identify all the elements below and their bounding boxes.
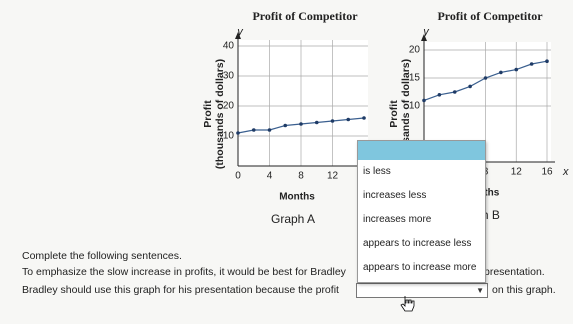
axis-symbol: y	[236, 26, 244, 38]
x-tick-label: 4	[267, 171, 273, 182]
data-point	[267, 128, 272, 132]
axis-arrow	[421, 34, 427, 41]
data-point	[529, 62, 534, 66]
dropdown-arrow: ▼	[476, 286, 484, 295]
axis-arrow	[235, 32, 241, 39]
data-point	[283, 123, 288, 128]
y-tick-label: 20	[223, 101, 235, 112]
graph-title: Profit of Competitor	[437, 9, 543, 23]
data-point	[452, 90, 457, 94]
sentence-text: Bradley should use this graph for his pr…	[22, 284, 339, 296]
y-tick-label: 20	[409, 45, 421, 56]
dropdown-option[interactable]: is less	[363, 166, 391, 177]
instructions: Complete the following sentences.	[22, 250, 182, 262]
data-point	[346, 117, 351, 122]
y-tick-label: 15	[409, 73, 421, 84]
highlighted-option[interactable]	[358, 141, 485, 160]
axis-symbol: x	[562, 166, 569, 178]
data-point	[468, 84, 472, 89]
x-tick-label: 8	[298, 171, 304, 182]
x-tick-label: 16	[541, 167, 553, 178]
x-axis-label: Months	[279, 192, 315, 203]
data-point	[422, 98, 426, 103]
x-tick-label: 12	[327, 171, 339, 182]
y-tick-label: 40	[223, 41, 235, 52]
y-tick-label: 30	[223, 71, 235, 82]
data-point	[362, 116, 366, 120]
data-point	[437, 93, 442, 97]
dropdown-option[interactable]: increases more	[363, 214, 432, 225]
graph-title: Profit of Competitor	[252, 9, 358, 23]
data-point	[299, 122, 303, 126]
x-tick-label: 0	[235, 171, 241, 182]
y-axis-label: Profit	[388, 100, 400, 128]
y-tick-label: 10	[223, 131, 235, 142]
x-tick-label: 12	[511, 167, 523, 178]
axis-symbol: y	[422, 26, 430, 38]
dropdown-option[interactable]: appears to increase less	[363, 238, 472, 249]
graph-caption: Graph A	[271, 212, 315, 226]
dropdown-list: is less increases less increases more appea…	[357, 140, 486, 283]
sentence-text: on this graph.	[492, 284, 556, 296]
data-point	[251, 128, 256, 132]
data-point	[330, 119, 335, 123]
data-point	[514, 67, 519, 72]
data-point	[236, 131, 240, 135]
dropdown-option[interactable]: increases less	[363, 190, 427, 201]
data-point	[314, 120, 319, 125]
select-box[interactable]: ▼	[356, 283, 488, 298]
data-point	[545, 59, 549, 63]
y-tick-label: 10	[409, 101, 421, 112]
data-point	[499, 70, 503, 75]
sentence-text: To emphasize the slow increase in profit…	[22, 266, 346, 278]
sentence-text: presentation.	[484, 266, 545, 278]
plot-area	[238, 40, 368, 166]
y-axis-label: Profit	[202, 100, 214, 128]
data-point	[483, 76, 488, 80]
dropdown-option[interactable]: appears to increase more	[363, 262, 477, 273]
y-axis-label: (thousands of dollars)	[214, 59, 226, 169]
